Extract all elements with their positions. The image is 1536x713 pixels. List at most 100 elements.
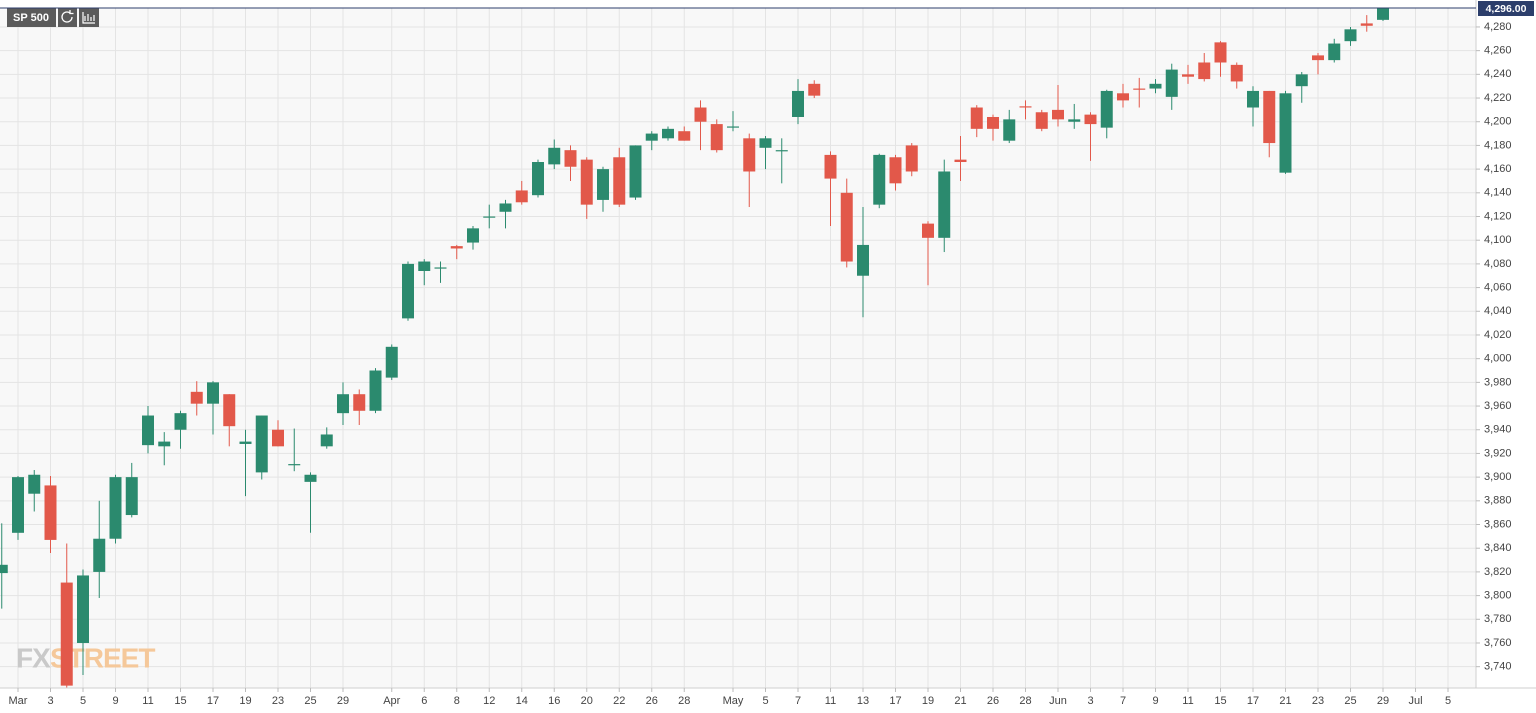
candle-body [743,138,756,172]
x-tick-label: 23 [272,695,284,707]
y-tick-label: 4,060 [1484,281,1512,293]
candle-body [1182,74,1194,77]
x-tick-label: 9 [1152,695,1158,707]
candle-body [808,83,821,96]
y-tick-label: 4,200 [1484,116,1512,128]
refresh-button[interactable] [58,8,77,27]
x-tick-label: Jul [1408,695,1422,707]
x-tick-label: 28 [678,695,690,707]
candle-body [629,145,642,198]
candle-body [938,171,951,238]
x-tick-label: 5 [80,695,86,707]
toolbar: SP 500 [7,8,99,27]
x-tick-label: 21 [954,695,966,707]
x-tick-label: 25 [304,695,316,707]
x-tick-label: 20 [581,695,593,707]
y-tick-label: 4,220 [1484,92,1512,104]
x-tick-label: 16 [548,695,560,707]
candle-body [548,147,561,165]
candle-body [1360,23,1373,26]
x-tick-label: Jun [1049,695,1067,707]
y-tick-label: 4,260 [1484,45,1512,57]
y-tick-label: 3,980 [1484,376,1512,388]
x-tick-label: 11 [142,695,153,707]
watermark-prefix: FX [16,642,51,673]
refresh-icon [61,10,74,23]
candle-body [93,538,106,572]
candle-body [125,477,138,516]
x-tick-label: 9 [112,695,118,707]
candle-body [1117,93,1129,101]
x-tick-label: 5 [762,695,768,707]
symbol-box[interactable] [7,8,56,27]
candle-body [434,267,447,269]
x-tick-label: May [723,695,744,707]
y-tick-label: 3,860 [1484,518,1512,530]
candle-body [987,116,999,129]
x-tick-label: 7 [795,695,801,707]
y-tick-label: 3,780 [1484,613,1512,625]
candle-body [174,413,187,430]
y-tick-label: 4,280 [1484,21,1512,33]
candle-body [467,228,479,243]
candle-body [1328,43,1341,61]
x-tick-label: 3 [1087,695,1093,707]
y-tick-label: 3,820 [1484,566,1512,578]
candle-body [597,169,609,200]
x-tick-label: 23 [1312,695,1324,707]
last-price-box [1478,1,1534,16]
plot-area [0,8,1476,688]
candle-body [337,394,349,414]
y-tick-label: 4,080 [1484,258,1512,270]
candle-body [954,159,967,163]
calendar-button[interactable] [79,8,99,27]
y-tick-label: 4,180 [1484,139,1512,151]
candle-body [759,138,772,148]
x-tick-label: 14 [516,695,528,707]
y-tick-label: 4,140 [1484,187,1512,199]
x-tick-label: 13 [857,695,869,707]
candle-body [223,394,236,427]
candle-body [873,154,886,205]
candle-body [77,575,89,643]
y-tick-label: 4,000 [1484,353,1512,365]
candle-body [288,464,301,466]
candle-body [775,150,788,152]
candles [0,8,1389,688]
candle-body [564,150,577,167]
candle-body [418,261,431,271]
candle-body [369,370,382,411]
y-tick-label: 3,920 [1484,447,1512,459]
x-tick-label: 8 [454,695,460,707]
calendar-icon [82,12,95,24]
y-tick-label: 3,800 [1484,590,1512,602]
candle-body [142,415,154,446]
candle-body [1035,112,1048,129]
candle-body [385,346,398,378]
candle-body [922,223,934,238]
candle-body [824,154,837,179]
candle-body [1263,90,1276,144]
x-tick-label: 26 [987,695,999,707]
x-tick-label: 17 [1247,695,1259,707]
candle-body [1312,55,1324,61]
candle-body [483,216,496,218]
candle-body [840,192,853,262]
x-tick-label: 6 [421,695,427,707]
candle-body [1279,93,1292,173]
y-tick-label: 4,120 [1484,210,1512,222]
x-tick-label: 11 [1182,695,1193,707]
y-tick-label: 3,760 [1484,637,1512,649]
candle-body [304,474,317,482]
x-tick-label: 15 [174,695,186,707]
candle-body [532,162,544,196]
candle-body [792,90,804,117]
candle-body [889,157,902,184]
candle-body [1019,106,1032,108]
y-tick-label: 4,240 [1484,68,1512,80]
candle-body [320,434,333,447]
y-tick-label: 3,900 [1484,471,1512,483]
x-tick-label: 29 [1377,695,1389,707]
x-tick-label: 7 [1120,695,1126,707]
